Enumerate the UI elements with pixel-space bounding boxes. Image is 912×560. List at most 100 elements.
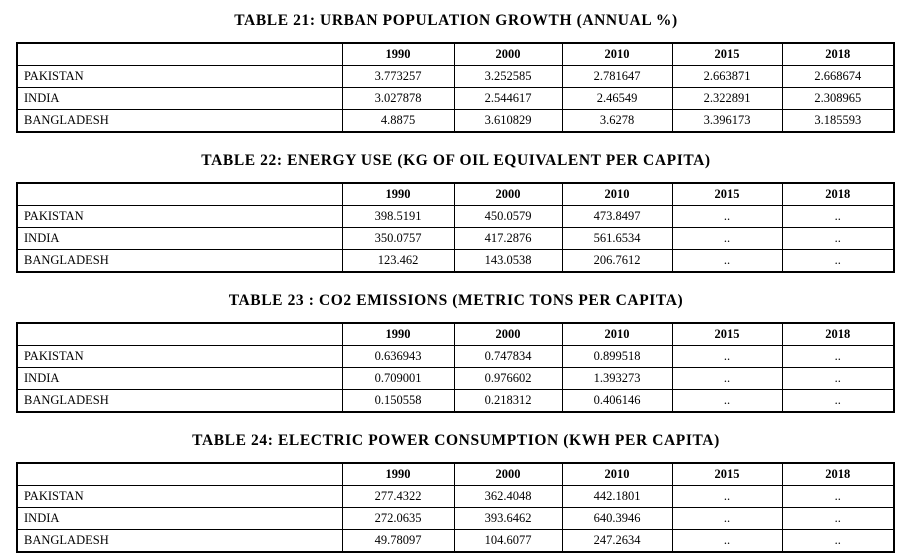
header-year-1990: 1990 xyxy=(341,182,455,206)
value-cell: 2.46549 xyxy=(561,87,673,110)
country-cell: BANGLADESH xyxy=(16,529,343,553)
value-cell: 104.6077 xyxy=(453,529,563,553)
header-year-2015: 2015 xyxy=(671,322,783,346)
value-cell: 473.8497 xyxy=(561,205,673,228)
value-cell: 0.636943 xyxy=(341,345,455,368)
header-year-2010: 2010 xyxy=(561,462,673,486)
value-cell: 442.1801 xyxy=(561,485,673,508)
value-cell: 561.6534 xyxy=(561,227,673,250)
value-cell: 0.709001 xyxy=(341,367,455,390)
header-country xyxy=(16,182,343,206)
value-cell: 640.3946 xyxy=(561,507,673,530)
value-cell: 4.8875 xyxy=(341,109,455,133)
country-cell: PAKISTAN xyxy=(16,205,343,228)
table-21-title: TABLE 21: URBAN POPULATION GROWTH (ANNUA… xyxy=(234,12,678,29)
value-cell: .. xyxy=(781,345,895,368)
value-cell: .. xyxy=(671,529,783,553)
value-cell: .. xyxy=(671,367,783,390)
table-header-row: 1990 2000 2010 2015 2018 xyxy=(16,462,895,486)
table-row: BANGLADESH 123.462 143.0538 206.7612 .. … xyxy=(16,249,895,273)
country-cell: BANGLADESH xyxy=(16,389,343,413)
country-cell: BANGLADESH xyxy=(16,249,343,273)
value-cell: 143.0538 xyxy=(453,249,563,273)
value-cell: 2.663871 xyxy=(671,65,783,88)
country-cell: PAKISTAN xyxy=(16,65,343,88)
country-cell: INDIA xyxy=(16,87,343,110)
value-cell: 2.668674 xyxy=(781,65,895,88)
value-cell: 1.393273 xyxy=(561,367,673,390)
header-year-2015: 2015 xyxy=(671,462,783,486)
value-cell: .. xyxy=(781,205,895,228)
table-row: INDIA 3.027878 2.544617 2.46549 2.322891… xyxy=(16,87,895,110)
country-cell: PAKISTAN xyxy=(16,485,343,508)
header-year-2000: 2000 xyxy=(453,182,563,206)
value-cell: 0.899518 xyxy=(561,345,673,368)
value-cell: .. xyxy=(781,367,895,390)
table-23: 1990 2000 2010 2015 2018 PAKISTAN 0.6369… xyxy=(16,322,895,413)
header-year-2010: 2010 xyxy=(561,182,673,206)
value-cell: 3.6278 xyxy=(561,109,673,133)
value-cell: .. xyxy=(671,249,783,273)
value-cell: 362.4048 xyxy=(453,485,563,508)
value-cell: 277.4322 xyxy=(341,485,455,508)
table-row: INDIA 0.709001 0.976602 1.393273 .. .. xyxy=(16,367,895,390)
header-year-2010: 2010 xyxy=(561,322,673,346)
header-year-1990: 1990 xyxy=(341,462,455,486)
table-row: BANGLADESH 0.150558 0.218312 0.406146 ..… xyxy=(16,389,895,413)
value-cell: 2.781647 xyxy=(561,65,673,88)
value-cell: .. xyxy=(671,389,783,413)
value-cell: .. xyxy=(781,485,895,508)
header-year-2010: 2010 xyxy=(561,42,673,66)
value-cell: 450.0579 xyxy=(453,205,563,228)
value-cell: 0.150558 xyxy=(341,389,455,413)
value-cell: .. xyxy=(671,227,783,250)
value-cell: .. xyxy=(781,227,895,250)
value-cell: .. xyxy=(781,529,895,553)
value-cell: .. xyxy=(671,345,783,368)
value-cell: 272.0635 xyxy=(341,507,455,530)
table-21: 1990 2000 2010 2015 2018 PAKISTAN 3.7732… xyxy=(16,42,895,133)
value-cell: .. xyxy=(671,485,783,508)
header-country xyxy=(16,462,343,486)
table-row: PAKISTAN 398.5191 450.0579 473.8497 .. .… xyxy=(16,205,895,228)
value-cell: 417.2876 xyxy=(453,227,563,250)
value-cell: .. xyxy=(781,389,895,413)
table-header-row: 1990 2000 2010 2015 2018 xyxy=(16,42,895,66)
value-cell: .. xyxy=(781,249,895,273)
value-cell: 3.610829 xyxy=(453,109,563,133)
table-row: PAKISTAN 277.4322 362.4048 442.1801 .. .… xyxy=(16,485,895,508)
value-cell: 3.027878 xyxy=(341,87,455,110)
value-cell: 0.218312 xyxy=(453,389,563,413)
table-row: PAKISTAN 3.773257 3.252585 2.781647 2.66… xyxy=(16,65,895,88)
value-cell: 3.396173 xyxy=(671,109,783,133)
header-year-2000: 2000 xyxy=(453,462,563,486)
table-row: BANGLADESH 49.78097 104.6077 247.2634 ..… xyxy=(16,529,895,553)
value-cell: 0.406146 xyxy=(561,389,673,413)
value-cell: 0.976602 xyxy=(453,367,563,390)
value-cell: 3.773257 xyxy=(341,65,455,88)
table-22: 1990 2000 2010 2015 2018 PAKISTAN 398.51… xyxy=(16,182,895,273)
table-22-title: TABLE 22: ENERGY USE (KG OF OIL EQUIVALE… xyxy=(201,152,711,169)
table-23-title: TABLE 23 : CO2 EMISSIONS (METRIC TONS PE… xyxy=(228,292,684,309)
value-cell: 3.185593 xyxy=(781,109,895,133)
value-cell: 206.7612 xyxy=(561,249,673,273)
header-year-1990: 1990 xyxy=(341,322,455,346)
header-year-2018: 2018 xyxy=(781,322,895,346)
table-header-row: 1990 2000 2010 2015 2018 xyxy=(16,182,895,206)
table-row: PAKISTAN 0.636943 0.747834 0.899518 .. .… xyxy=(16,345,895,368)
header-year-2000: 2000 xyxy=(453,322,563,346)
header-year-1990: 1990 xyxy=(341,42,455,66)
value-cell: .. xyxy=(671,205,783,228)
table-row: INDIA 272.0635 393.6462 640.3946 .. .. xyxy=(16,507,895,530)
header-country xyxy=(16,322,343,346)
value-cell: 2.308965 xyxy=(781,87,895,110)
table-row: INDIA 350.0757 417.2876 561.6534 .. .. xyxy=(16,227,895,250)
value-cell: .. xyxy=(671,507,783,530)
value-cell: 350.0757 xyxy=(341,227,455,250)
country-cell: PAKISTAN xyxy=(16,345,343,368)
value-cell: 0.747834 xyxy=(453,345,563,368)
value-cell: 393.6462 xyxy=(453,507,563,530)
value-cell: 398.5191 xyxy=(341,205,455,228)
header-year-2018: 2018 xyxy=(781,42,895,66)
table-header-row: 1990 2000 2010 2015 2018 xyxy=(16,322,895,346)
